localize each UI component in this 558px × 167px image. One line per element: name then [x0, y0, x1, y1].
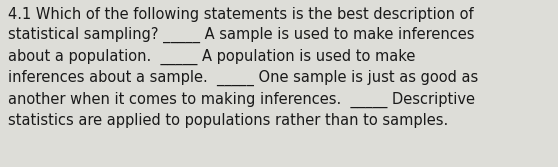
Text: 4.1 Which of the following statements is the best description of
statistical sam: 4.1 Which of the following statements is… [8, 7, 479, 128]
